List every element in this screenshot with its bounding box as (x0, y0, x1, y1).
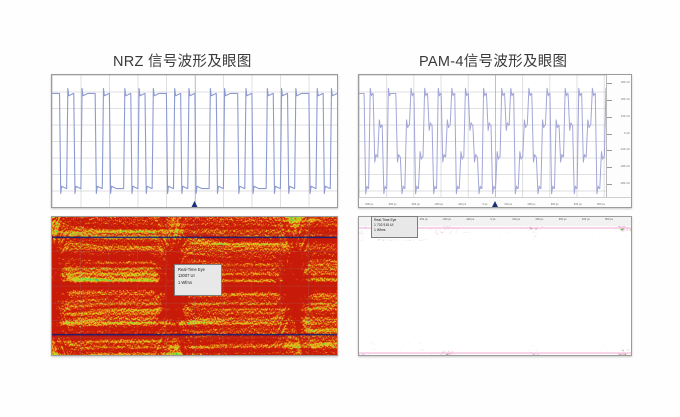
pam4-haxis-tick-label: 500 ps (597, 203, 605, 206)
pam4-haxis-tick-label: 0 ps (482, 203, 488, 206)
pam4-waveform-center-line (495, 75, 496, 207)
pam4-eye-diagram (359, 226, 631, 355)
pam4-haxis-tick-label: -400 ps (387, 203, 397, 206)
pam4-vaxis-tick-label: 100 mV (621, 114, 630, 118)
pam4-eye-axis-tick-label: 400 ps (581, 218, 590, 221)
pam4-eye-canvas-wrap (359, 226, 631, 355)
pam4-vaxis-tick-label: 200 mV (621, 97, 630, 101)
pam4-eye-axis-tick-label: -100 ps (465, 218, 475, 221)
pam4-vaxis-tickline (607, 133, 612, 135)
pam4-vaxis-tick-label: 300 mV (621, 81, 630, 84)
pam4-vaxis-tickline (607, 99, 612, 101)
nrz-waveform-trace (52, 75, 337, 207)
pam4-trigger-marker (491, 201, 499, 207)
pam4-eye-readout-box: Real-Time Eye 1 702 915 UI 1 Wfms (371, 216, 418, 238)
pam4-eye-axis-tick-label: -200 ps (442, 218, 451, 221)
pam4-haxis-tick-label: 400 ps (573, 203, 582, 206)
pam4-vaxis-tick-label: -200 mV (620, 165, 630, 169)
pam4-vaxis-tickline (607, 116, 612, 118)
nrz-column-title: NRZ 信号波形及眼图 (113, 54, 252, 70)
pam4-haxis-tick-label: 200 ps (527, 203, 536, 206)
pam4-eye-axis-tick-label: 100 ps (512, 218, 521, 221)
pam4-column-title: PAM-4信号波形及眼图 (419, 54, 568, 70)
nrz-waveform-panel[interactable] (51, 74, 338, 208)
pam4-readout-line3: 1 Wfms (374, 227, 386, 232)
pam4-haxis-tick-label: 300 ps (550, 203, 559, 206)
pam4-waveform-vertical-axis: 300 mV 200 mV 100 mV 0 mV -100 mV -200 mV -300… (606, 75, 631, 207)
pam4-haxis-tick-label: -500 ps (364, 203, 374, 206)
nrz-readout-line2: 13007 UI (178, 273, 195, 279)
nrz-readout-line1: Real-Time Eye (178, 267, 205, 272)
pam4-vaxis-tickline (607, 83, 612, 84)
pam4-eye-axis-tick-label: 200 ps (535, 218, 544, 221)
pam4-vaxis-tickline (607, 184, 612, 186)
pam4-eye-axis-tick-label: -300 ps (419, 218, 428, 221)
pam4-waveform-panel[interactable]: 300 mV 200 mV 100 mV 0 mV -100 mV -200 mV -300… (358, 74, 632, 208)
pam4-vaxis-tickline (607, 167, 612, 169)
pam4-readout-line2: 1 702 915 UI (374, 222, 394, 227)
pam4-waveform-trace (359, 75, 631, 207)
pam4-vaxis-tick-label: -100 mV (620, 148, 630, 152)
nrz-trigger-marker (191, 201, 198, 207)
pam4-eye-axis-tick-label: 500 ps (605, 218, 613, 221)
pam4-haxis-tick-label: -200 ps (434, 203, 443, 206)
pam4-vaxis-tickline (607, 150, 612, 152)
pam4-eye-panel[interactable]: -500 ps-400 ps-300 ps-200 ps-100 ps0 ps1… (358, 216, 632, 356)
pam4-haxis-tick-label: -100 ps (457, 203, 467, 206)
nrz-eye-readout-box: Real-Time Eye 13007 UI 1 Wfms (174, 264, 222, 296)
nrz-readout-line3: 1 Wfms (178, 279, 192, 285)
pam4-vaxis-tick-label: -300 mV (620, 182, 630, 186)
pam4-haxis-tick-label: 100 ps (504, 203, 513, 206)
pam4-readout-line1: Real-Time Eye (374, 218, 397, 222)
pam4-eye-axis-tick-label: 300 ps (558, 218, 567, 221)
pam4-haxis-tick-label: -300 ps (411, 203, 420, 206)
pam4-eye-axis-tick-label: 0 ps (490, 218, 496, 221)
pam4-vaxis-tick-label: 0 mV (623, 131, 630, 135)
